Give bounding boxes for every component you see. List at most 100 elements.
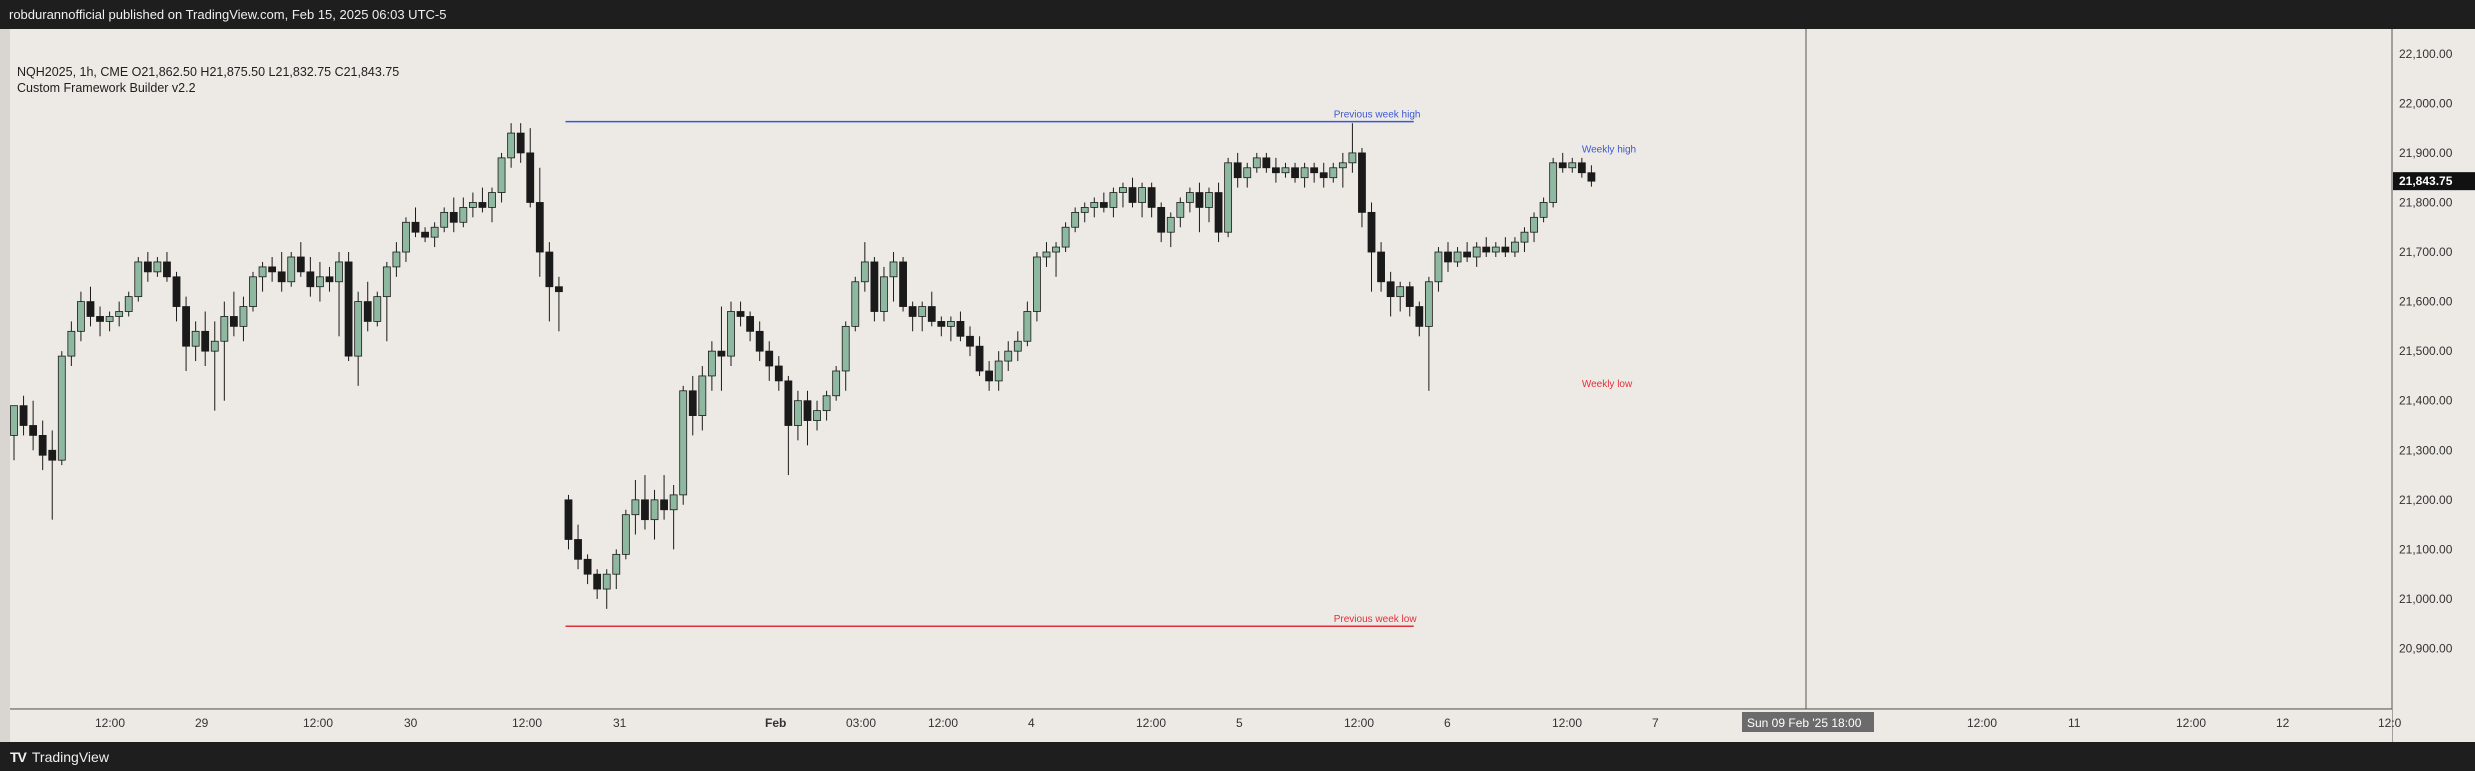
candle[interactable] <box>794 390 802 441</box>
candle[interactable] <box>1071 207 1080 233</box>
candle[interactable] <box>1415 301 1424 337</box>
candle[interactable] <box>296 242 305 277</box>
candle[interactable] <box>813 400 821 431</box>
candle[interactable] <box>765 341 774 381</box>
candle[interactable] <box>975 336 984 376</box>
candle[interactable] <box>1501 237 1510 257</box>
candle[interactable] <box>516 123 525 163</box>
candle[interactable] <box>1568 157 1577 173</box>
candle[interactable] <box>507 123 516 168</box>
candle[interactable] <box>679 385 688 505</box>
candle[interactable] <box>1195 182 1204 233</box>
candle[interactable] <box>57 351 66 466</box>
candle[interactable] <box>1023 301 1032 347</box>
candle[interactable] <box>1453 247 1462 267</box>
candle[interactable] <box>774 356 783 391</box>
candle[interactable] <box>1176 197 1185 228</box>
candle[interactable] <box>1482 237 1491 257</box>
candle[interactable] <box>1061 222 1070 253</box>
candle[interactable] <box>306 256 315 297</box>
candle[interactable] <box>1291 162 1299 183</box>
candle[interactable] <box>1358 147 1366 228</box>
candle[interactable] <box>860 242 869 292</box>
candle[interactable] <box>717 306 726 391</box>
candle[interactable] <box>535 167 544 277</box>
candle[interactable] <box>392 242 401 277</box>
candle[interactable] <box>354 291 363 386</box>
candle[interactable] <box>583 554 592 585</box>
candle[interactable] <box>1386 271 1395 317</box>
candle[interactable] <box>105 311 114 332</box>
candle[interactable] <box>77 291 85 342</box>
candle[interactable] <box>803 390 812 446</box>
candle[interactable] <box>736 301 745 327</box>
candle[interactable] <box>889 252 898 302</box>
candle[interactable] <box>1444 242 1452 272</box>
candle[interactable] <box>468 192 477 218</box>
candle[interactable] <box>746 311 755 342</box>
candle[interactable] <box>10 405 18 461</box>
candle[interactable] <box>210 321 219 411</box>
candle[interactable] <box>449 197 458 233</box>
candle[interactable] <box>411 207 420 238</box>
candle[interactable] <box>937 316 946 337</box>
candle[interactable] <box>564 494 573 550</box>
candle[interactable] <box>1587 165 1596 187</box>
candle[interactable] <box>1166 212 1175 248</box>
candle[interactable] <box>1472 242 1481 267</box>
candle[interactable] <box>488 187 496 223</box>
candle[interactable] <box>918 301 927 332</box>
candle[interactable] <box>1013 331 1022 362</box>
candle[interactable] <box>497 152 506 203</box>
candle[interactable] <box>287 252 296 287</box>
candle[interactable] <box>1233 152 1242 188</box>
candle[interactable] <box>1367 202 1376 292</box>
candle[interactable] <box>927 291 936 327</box>
candle[interactable] <box>382 261 391 342</box>
candle[interactable] <box>1052 242 1060 277</box>
candle[interactable] <box>201 311 210 367</box>
candle[interactable] <box>163 252 171 282</box>
candle[interactable] <box>1042 242 1051 267</box>
candle[interactable] <box>1577 157 1586 178</box>
candle[interactable] <box>784 375 793 476</box>
candle[interactable] <box>363 281 372 332</box>
candle[interactable] <box>1224 157 1233 238</box>
candle[interactable] <box>1214 182 1223 243</box>
candle[interactable] <box>344 252 353 362</box>
candle[interactable] <box>641 475 649 530</box>
candle[interactable] <box>1300 162 1309 188</box>
candle[interactable] <box>1377 242 1385 292</box>
candle[interactable] <box>669 484 678 550</box>
candle[interactable] <box>1319 162 1328 188</box>
candle[interactable] <box>1405 281 1414 317</box>
candle[interactable] <box>650 489 659 540</box>
candle[interactable] <box>880 266 888 322</box>
candle[interactable] <box>86 286 95 327</box>
chart-frame[interactable]: Previous week high Previous week low Weekl… <box>0 29 2475 742</box>
candle[interactable] <box>143 252 152 282</box>
candle[interactable] <box>985 361 994 391</box>
candle[interactable] <box>1396 281 1405 312</box>
candle[interactable] <box>1033 252 1041 322</box>
candle[interactable] <box>1558 152 1567 173</box>
candle[interactable] <box>440 207 449 233</box>
candle[interactable] <box>430 222 439 248</box>
candle[interactable] <box>421 227 429 243</box>
candle[interactable] <box>1147 182 1156 218</box>
candle[interactable] <box>1099 192 1108 213</box>
candle[interactable] <box>1539 197 1548 223</box>
candlestick-chart[interactable]: Previous week high Previous week low Weekl… <box>0 29 2475 742</box>
candle[interactable] <box>96 306 104 337</box>
candle[interactable] <box>258 261 267 292</box>
candle[interactable] <box>1004 341 1013 371</box>
candle[interactable] <box>1530 212 1538 243</box>
candle[interactable] <box>67 321 76 367</box>
candle[interactable] <box>1205 187 1213 223</box>
candle[interactable] <box>402 217 410 262</box>
tradingview-logo[interactable]: TV TradingView <box>10 749 109 765</box>
candle[interactable] <box>134 256 143 302</box>
candle[interactable] <box>1080 202 1089 223</box>
candle[interactable] <box>325 266 334 292</box>
candle[interactable] <box>373 291 382 327</box>
